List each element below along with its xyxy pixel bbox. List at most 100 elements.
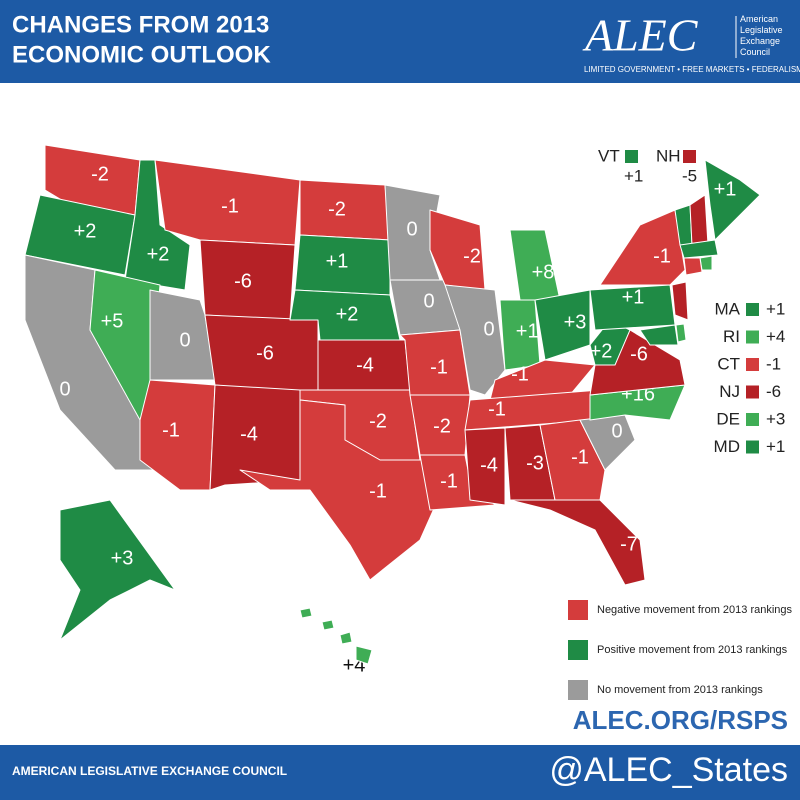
legend-text: Positive movement from 2013 rankings xyxy=(597,644,788,656)
inset-value: +1 xyxy=(766,437,785,456)
state-label: -6 xyxy=(630,343,648,365)
state xyxy=(704,159,761,241)
state xyxy=(444,284,506,396)
state-label: +3 xyxy=(111,547,134,569)
inset-swatch xyxy=(746,358,759,371)
state-label: 0 xyxy=(406,218,417,240)
inset-value: +3 xyxy=(766,409,785,428)
footer-handle: @ALEC_States xyxy=(549,751,788,789)
logo-caption-line: American xyxy=(740,14,778,24)
state xyxy=(299,607,313,619)
state-label: 0 xyxy=(59,378,70,400)
title: CHANGES FROM 2013 xyxy=(12,11,269,38)
legend-swatch xyxy=(568,680,588,700)
state xyxy=(24,194,136,276)
state xyxy=(321,619,335,631)
state-label: -4 xyxy=(356,354,374,376)
state xyxy=(639,324,679,346)
state-label: -1 xyxy=(511,363,529,385)
state-label: -1 xyxy=(430,356,448,378)
state xyxy=(509,499,646,586)
inset-value: -5 xyxy=(682,166,697,185)
state xyxy=(59,499,176,641)
state xyxy=(384,184,441,281)
inset-abbr: RI xyxy=(723,327,740,346)
title: ECONOMIC OUTLOOK xyxy=(12,41,271,68)
logo: ALEC xyxy=(582,10,699,61)
state-label: -1 xyxy=(571,446,589,468)
state xyxy=(339,631,353,645)
inset-value: -1 xyxy=(766,354,781,373)
inset-swatch xyxy=(746,385,759,399)
logo-caption-line: Council xyxy=(740,47,770,57)
inset-swatch xyxy=(746,303,759,316)
state xyxy=(671,281,689,321)
state xyxy=(683,257,703,276)
inset-swatch xyxy=(683,150,696,163)
logo-caption-line: Exchange xyxy=(740,36,780,46)
state-label: -2 xyxy=(433,415,451,437)
url: ALEC.ORG/RSPS xyxy=(573,705,788,735)
state-label: -1 xyxy=(369,480,387,502)
state-label: -6 xyxy=(256,342,274,364)
footer-org: AMERICAN LEGISLATIVE EXCHANGE COUNCIL xyxy=(12,764,287,778)
state-label: -7 xyxy=(620,533,638,555)
inset-abbr: NJ xyxy=(719,382,740,401)
inset-abbr: VT xyxy=(598,146,620,165)
tagline: LIMITED GOVERNMENT • FREE MARKETS • FEDE… xyxy=(584,65,800,74)
state-label: 0 xyxy=(179,329,190,351)
inset-abbr: DE xyxy=(716,409,740,428)
legend-swatch xyxy=(568,600,588,620)
state xyxy=(489,359,596,401)
inset-value: +4 xyxy=(766,327,785,346)
state xyxy=(464,427,506,506)
state-label: +1 xyxy=(622,286,645,308)
state xyxy=(355,645,373,665)
inset-value: +1 xyxy=(624,166,643,185)
state xyxy=(679,239,719,259)
state-label: +2 xyxy=(74,220,97,242)
inset-swatch xyxy=(746,413,759,426)
logo-caption: American Legislative Exchange Council xyxy=(740,14,783,57)
state-label: -4 xyxy=(240,423,258,445)
state-label: +2 xyxy=(147,243,170,265)
inset-abbr: MA xyxy=(715,299,741,318)
logo-caption-line: Legislative xyxy=(740,25,783,35)
legend-text: No movement from 2013 rankings xyxy=(597,684,763,696)
state-label: -1 xyxy=(488,398,506,420)
state-label: -2 xyxy=(369,410,387,432)
inset-swatch xyxy=(625,150,638,163)
state xyxy=(239,399,441,581)
inset-abbr: MD xyxy=(714,437,740,456)
state-label: -1 xyxy=(440,470,458,492)
inset-abbr: NH xyxy=(656,146,681,165)
state-label: +3 xyxy=(564,311,587,333)
state-label: -2 xyxy=(91,163,109,185)
state xyxy=(124,159,191,291)
legend-text: Negative movement from 2013 rankings xyxy=(597,604,793,616)
state-label: -6 xyxy=(234,270,252,292)
inset-abbr: CT xyxy=(717,354,740,373)
state-label: -2 xyxy=(463,245,481,267)
inset-value: +1 xyxy=(766,299,785,318)
state xyxy=(539,419,606,501)
state-label: +1 xyxy=(326,250,349,272)
header-bar xyxy=(0,0,800,83)
state-label: -1 xyxy=(221,195,239,217)
state-label: -1 xyxy=(653,245,671,267)
state-label: 0 xyxy=(611,420,622,442)
state-label: +8 xyxy=(532,261,555,283)
state-label: 0 xyxy=(423,290,434,312)
footer-bar xyxy=(0,745,800,800)
state xyxy=(675,323,687,343)
legend-swatch xyxy=(568,640,588,660)
state-label: +5 xyxy=(101,310,124,332)
inset-swatch xyxy=(746,440,759,454)
state-label: -4 xyxy=(480,454,498,476)
state-label: -1 xyxy=(162,419,180,441)
state-label: 0 xyxy=(483,318,494,340)
map: -2 +2 0 +2 +5 -1 -6 0 -1 -6 -4 -2 +1 +2 -4 -2 -1 0 0 -1 -2 -1… xyxy=(24,144,785,676)
state-label: +2 xyxy=(590,340,613,362)
state-label: +2 xyxy=(336,303,359,325)
